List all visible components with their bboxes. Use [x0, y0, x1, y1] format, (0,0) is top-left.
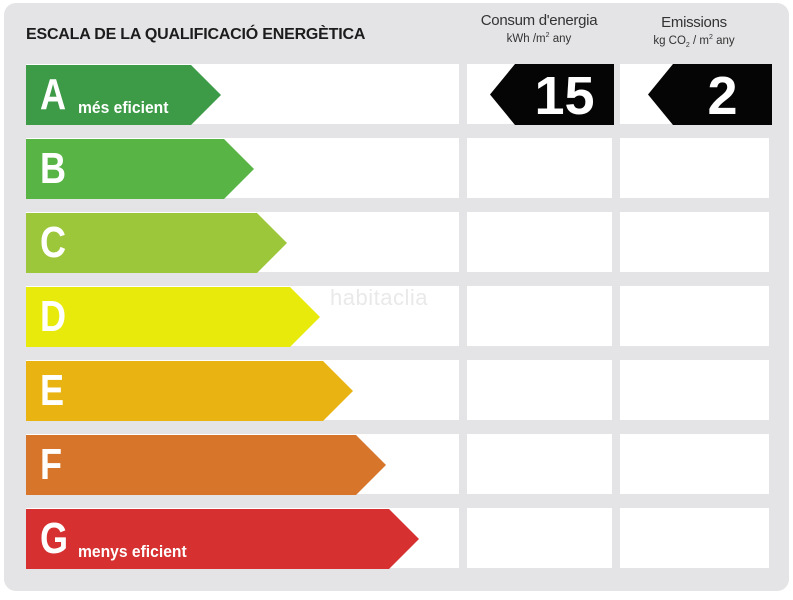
rating-letter-d: D — [40, 292, 67, 341]
rating-arrow-e: E — [26, 361, 353, 421]
consum-value: 15 — [534, 66, 595, 126]
consum-cell-e — [467, 360, 612, 420]
rating-letter-e: E — [40, 366, 65, 415]
consum-cell-f — [467, 434, 612, 494]
rating-arrow-d: D — [26, 287, 320, 347]
rating-letter-b: B — [40, 144, 67, 193]
emissions-cell-d — [620, 286, 769, 346]
rating-row-d: D — [26, 286, 459, 346]
rating-letter-c: C — [40, 218, 67, 267]
rating-row-a: A més eficient — [26, 64, 459, 124]
rating-arrow-f: F — [26, 435, 386, 495]
rating-sublabel-g: menys eficient — [78, 542, 187, 561]
consum-cell-b — [467, 138, 612, 198]
emissions-cell-c — [620, 212, 769, 272]
column-header-consum: Consum d'energia kWh /m2 any — [466, 12, 612, 45]
consum-cell-c — [467, 212, 612, 272]
rating-row-e: E — [26, 360, 459, 420]
rating-letter-g: G — [40, 514, 69, 563]
emissions-cell-b — [620, 138, 769, 198]
rating-row-c: C — [26, 212, 459, 272]
rating-row-g: G menys eficient — [26, 508, 459, 568]
consum-unit: kWh /m2 any — [506, 32, 572, 45]
page-title: ESCALA DE LA QUALIFICACIÓ ENERGÈTICA — [26, 26, 366, 43]
rating-row-f: F — [26, 434, 459, 494]
emissions-cell-f — [620, 434, 769, 494]
rating-row-b: B — [26, 138, 459, 198]
rating-arrow-g: G menys eficient — [26, 509, 419, 569]
rating-arrow-a: A més eficient — [26, 65, 221, 125]
rating-sublabel-a: més eficient — [78, 98, 169, 117]
emissions-label: Emissions — [661, 14, 727, 31]
column-header-emissions: Emissions kg CO2 / m2 any — [619, 14, 769, 49]
rating-arrow-b: B — [26, 139, 254, 199]
consum-label: Consum d'energia — [480, 12, 598, 29]
emissions-cell-g — [620, 508, 769, 568]
watermark-logo: habitaclia — [330, 285, 428, 310]
rating-letter-f: F — [40, 440, 63, 489]
rating-letter-a: A — [40, 70, 67, 119]
rating-arrow-c: C — [26, 213, 287, 273]
consum-cell-d — [467, 286, 612, 346]
emissions-cell-e — [620, 360, 769, 420]
emissions-value: 2 — [707, 66, 738, 126]
emissions-unit: kg CO2 / m2 any — [653, 34, 735, 50]
consum-cell-g — [467, 508, 612, 568]
emissions-value-tag: 2 — [648, 64, 772, 125]
consum-value-tag: 15 — [490, 64, 614, 125]
